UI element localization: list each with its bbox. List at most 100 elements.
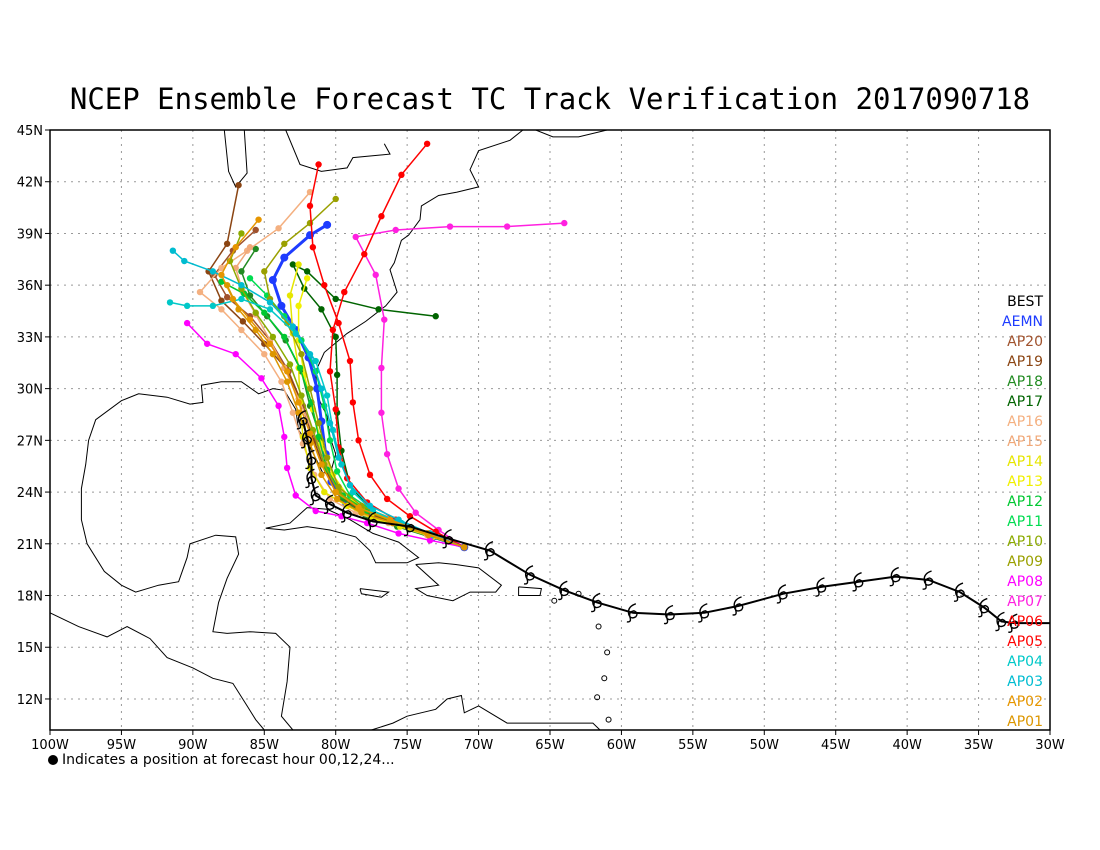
lat-tick-label: 33N [17,331,43,346]
lat-tick-label: 27N [17,434,43,449]
hurricane-symbol-icon [663,604,675,625]
track-point [295,261,302,268]
island [604,649,611,656]
track-point [235,181,242,189]
track-point [295,399,302,406]
legend-item-ap05: AP05 [1007,634,1043,650]
track-point [378,409,385,416]
hurricane-symbol-icon [732,596,744,616]
lon-tick-label: 50W [750,738,780,753]
hurricane-symbol-icon [483,541,495,561]
lat-tick-label: 39N [17,227,43,242]
track-point [252,226,259,234]
hurricane-symbol-icon [309,485,321,506]
track-point [169,247,177,254]
hurricane-symbol-icon [889,566,901,587]
coastline [50,612,265,730]
track-point [358,509,365,516]
lon-tick-label: 70W [464,738,494,753]
hurricane-symbol-icon [698,603,710,623]
lat-tick-label: 42N [17,176,43,191]
hurricane-symbol-icon [953,582,965,602]
track-point [289,323,297,330]
forecast-track-ap06 [306,161,468,551]
track-point [306,350,314,358]
track-point [326,437,334,444]
track-point [292,492,299,499]
legend-item-ap11: AP11 [1007,514,1043,530]
track-point [289,409,297,416]
track-point [255,216,262,223]
track-point [298,350,305,358]
track-point [309,244,317,251]
track-point [378,213,385,220]
track-point [232,244,239,251]
track-point [183,319,191,327]
legend-item-ap17: AP17 [1007,394,1043,410]
hurricane-symbol-icon [626,603,638,623]
island [605,716,612,723]
track-point [355,437,362,444]
track-point [209,268,217,275]
track-point [423,140,431,147]
track-point [283,464,291,472]
track-point [303,275,311,282]
coastline [371,694,601,730]
track-point [246,244,254,251]
track-point [266,306,274,313]
track-point [335,319,342,327]
lat-tick-label: 15N [17,641,43,656]
footnote-text: Indicates a position at forecast hour 00… [62,752,395,768]
forecast-track-ap08 [183,319,468,551]
legend-item-ap18: AP18 [1007,374,1043,390]
legend-item-ap04: AP04 [1007,654,1043,670]
lon-tick-label: 85W [250,738,280,753]
hurricane-symbol-icon [995,611,1007,632]
forecast-track-ap07 [352,219,568,551]
track-point [346,357,354,365]
track-point [298,392,305,399]
track-point [252,309,259,316]
island [551,597,558,604]
track-point [333,468,341,475]
hurricane-symbol-icon [305,468,317,489]
track-point [312,357,319,365]
track-point [218,264,225,272]
track-point [269,333,277,341]
track-point [266,340,274,347]
track-point [252,245,259,253]
track-point [395,530,402,537]
coastline [80,130,524,730]
track-point [239,318,247,325]
track-point [278,378,285,385]
hurricane-symbol-icon [366,511,378,532]
track-point [238,281,245,289]
hurricane-symbol-icon [442,528,454,549]
track-point [306,219,314,227]
track-point [183,302,191,310]
track-point [246,275,254,282]
lon-tick-label: 90W [178,738,208,753]
track-point [332,295,339,303]
track-point [238,268,245,275]
legend-item-ap09: AP09 [1007,554,1043,570]
track-point [372,271,379,279]
hurricane-symbol-icon [305,449,317,470]
track-point [258,375,265,382]
track-point [295,302,302,310]
track-point [238,295,245,303]
track-point [289,261,297,268]
track-point [283,378,291,385]
track-point [323,220,332,229]
track-point [223,240,231,247]
track-point [323,454,331,461]
track-point [323,392,331,399]
hurricane-symbol-icon [323,494,335,514]
legend-item-ap07: AP07 [1007,594,1043,610]
coastline [285,130,391,172]
lon-tick-label: 45W [821,738,851,753]
island [601,675,608,682]
track-point [333,371,341,379]
legend-item-aemn: AEMN [1002,314,1043,330]
lat-tick-label: 24N [17,486,43,501]
